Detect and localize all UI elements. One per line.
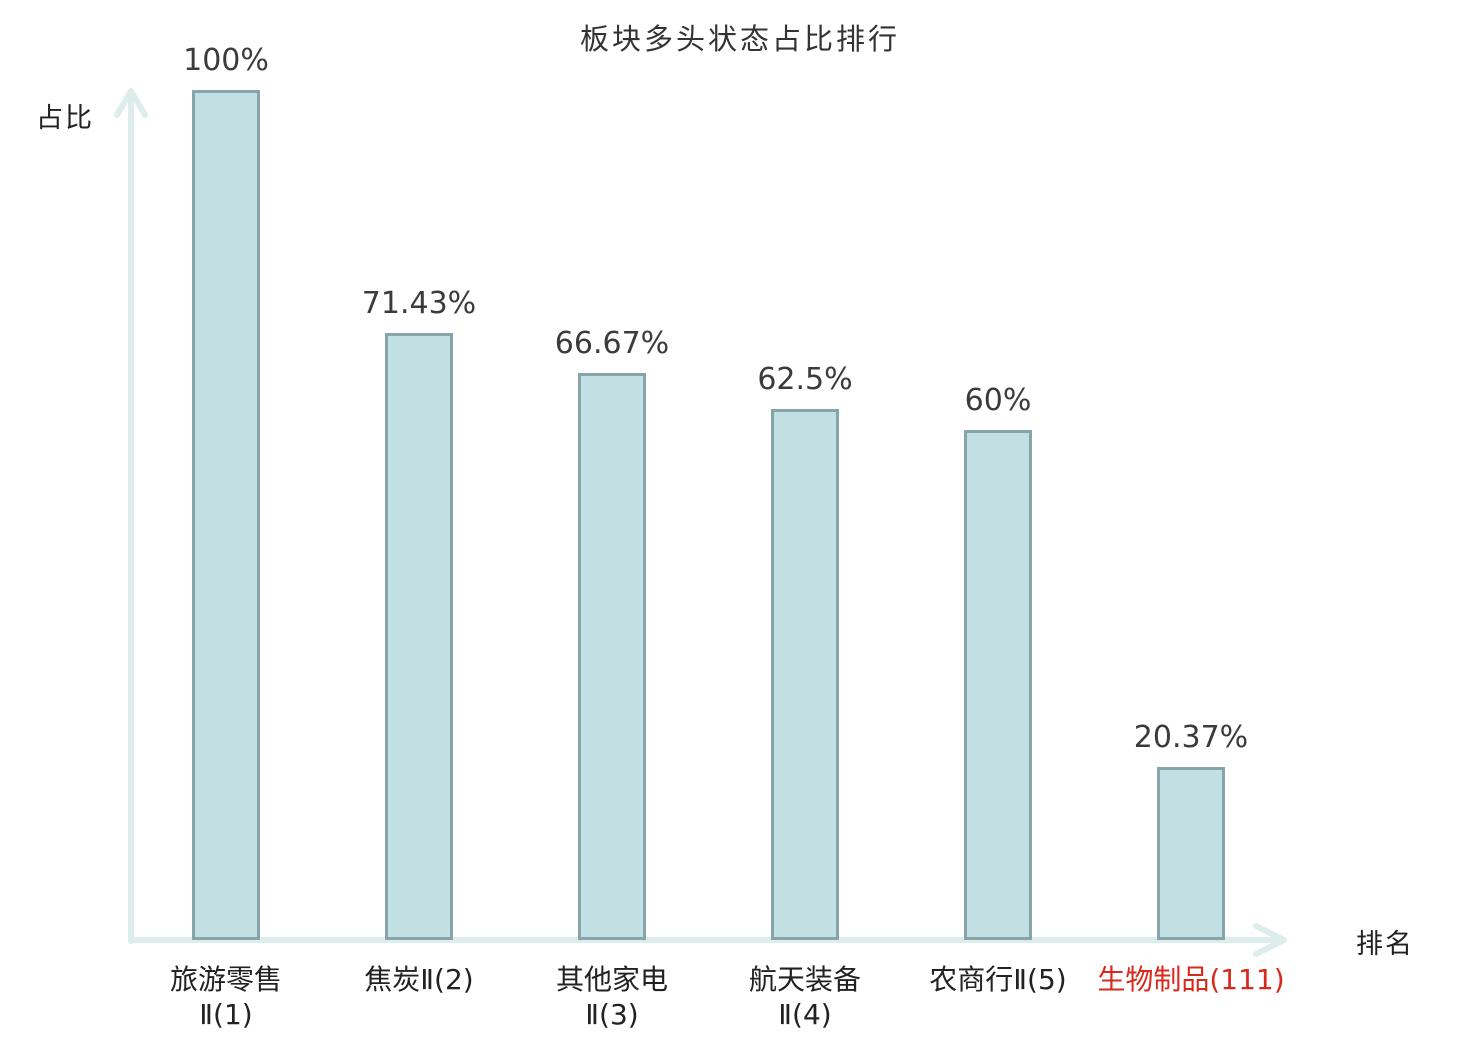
bar bbox=[771, 408, 839, 940]
y-axis-arrow-icon bbox=[114, 88, 148, 118]
category-label-line: Ⅱ(3) bbox=[585, 998, 639, 1031]
category-label-line: 旅游零售 bbox=[169, 963, 282, 996]
chart-title: 板块多头状态占比排行 bbox=[579, 22, 900, 56]
bar bbox=[578, 373, 646, 940]
category-label: 其他家电 Ⅱ(3) bbox=[482, 962, 742, 1032]
bar bbox=[192, 90, 260, 940]
x-axis-arrow-icon bbox=[1253, 923, 1287, 957]
bar-value-label: 71.43% bbox=[361, 285, 477, 321]
bar-value-label: 100% bbox=[183, 43, 269, 78]
y-axis-title: 占比 bbox=[36, 103, 94, 134]
category-label-line: 航天装备 bbox=[748, 963, 861, 996]
bar bbox=[385, 332, 453, 940]
bar bbox=[964, 430, 1032, 940]
category-label: 农商行Ⅱ(5) bbox=[868, 962, 1128, 997]
category-label-line: 焦炭Ⅱ(2) bbox=[364, 963, 474, 996]
category-label: 生物制品(111) bbox=[1061, 962, 1321, 997]
category-label-line: Ⅱ(4) bbox=[778, 998, 832, 1031]
category-label: 旅游零售 Ⅱ(1) bbox=[96, 962, 356, 1032]
bar-value-label: 66.67% bbox=[554, 326, 670, 362]
category-label: 焦炭Ⅱ(2) bbox=[289, 962, 549, 997]
category-label-line: Ⅱ(1) bbox=[199, 998, 253, 1031]
category-label-line: 生物制品(111) bbox=[1097, 963, 1285, 996]
category-label-line: 其他家电 bbox=[555, 963, 668, 996]
bar-value-label: 62.5% bbox=[757, 361, 853, 397]
bar-value-label: 60% bbox=[964, 383, 1032, 418]
x-axis-title: 排名 bbox=[1356, 929, 1414, 960]
bar bbox=[1157, 766, 1225, 940]
category-label: 航天装备 Ⅱ(4) bbox=[675, 962, 935, 1032]
bar-value-label: 20.37% bbox=[1133, 719, 1249, 755]
category-label-line: 农商行Ⅱ(5) bbox=[929, 963, 1067, 996]
